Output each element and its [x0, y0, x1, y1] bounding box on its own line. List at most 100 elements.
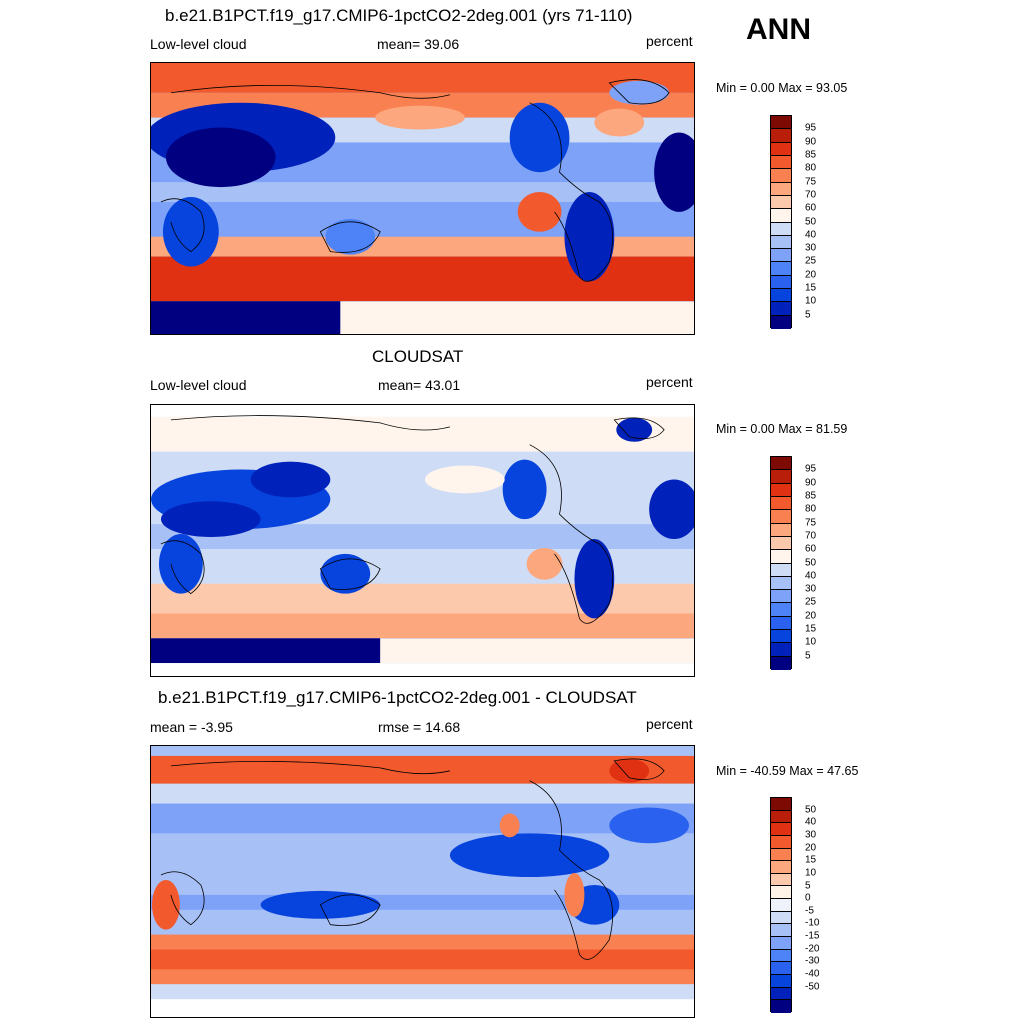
colorbar-swatch: [771, 656, 791, 670]
season-label: ANN: [746, 13, 811, 46]
colorbar-tick-label: 75: [805, 176, 817, 188]
panel2-variable-label: Low-level cloud: [150, 377, 247, 393]
colorbar-swatch: [771, 848, 791, 862]
colorbar-tick-label: -30: [805, 955, 820, 967]
colorbar-swatch: [771, 262, 791, 276]
colorbar-swatch: [771, 987, 791, 1001]
panel1-mean: mean= 39.06: [377, 36, 460, 52]
colorbar-swatch: [771, 630, 791, 644]
panel2-minmax: Min = 0.00 Max = 81.59: [716, 422, 848, 436]
colorbar-tick-label: 50: [805, 216, 817, 227]
colorbar-swatch: [771, 510, 791, 524]
colorbar-swatch: [771, 974, 791, 988]
panel3-rmse: rmse = 14.68: [378, 719, 461, 735]
colorbar-tick-label: 85: [805, 490, 817, 502]
colorbar-tick-label: 70: [805, 189, 817, 201]
colorbar-swatch: [771, 823, 791, 836]
colorbar-tick-label: 0: [805, 892, 811, 904]
colorbar-swatch: [771, 275, 791, 290]
colorbar-swatch: [771, 116, 791, 130]
colorbar-swatch: [771, 1000, 791, 1013]
colorbar-tick-label: 50: [805, 557, 817, 568]
colorbar-tick-label: 85: [805, 149, 817, 161]
colorbar-tick-label: 5: [805, 650, 811, 662]
colorbar-swatch: [771, 222, 791, 236]
colorbar-swatch: [771, 496, 791, 511]
colorbar-swatch: [771, 962, 791, 975]
panel3-title: b.e21.B1PCT.f19_g17.CMIP6-1pctCO2-2deg.0…: [158, 688, 637, 707]
colorbar-swatch: [771, 937, 791, 950]
colorbar-swatch: [771, 911, 791, 925]
colorbar-tick-label: 75: [805, 517, 817, 529]
colorbar-tick-label: -15: [805, 930, 820, 942]
colorbar-tick-label: 60: [805, 202, 817, 214]
panel3-mean: mean = -3.95: [150, 719, 233, 735]
panel2-colorbar: [770, 456, 792, 670]
colorbar-swatch: [771, 886, 791, 900]
colorbar-swatch: [771, 616, 791, 631]
colorbar-tick-label: 30: [805, 242, 817, 254]
colorbar-swatch: [771, 155, 791, 170]
colorbar-tick-label: 25: [805, 255, 817, 267]
colorbar-tick-label: 10: [805, 636, 817, 648]
colorbar-swatch: [771, 315, 791, 329]
colorbar-swatch: [771, 576, 791, 591]
colorbar-swatch: [771, 643, 791, 657]
panel1-units: percent: [646, 33, 693, 49]
colorbar-tick-label: 95: [805, 122, 817, 134]
colorbar-swatch: [771, 899, 791, 912]
colorbar-swatch: [771, 195, 791, 210]
panel1-title: b.e21.B1PCT.f19_g17.CMIP6-1pctCO2-2deg.0…: [165, 6, 633, 25]
colorbar-tick-label: 20: [805, 269, 817, 281]
colorbar-tick-label: 5: [805, 309, 811, 321]
colorbar-tick-label: 90: [805, 477, 817, 489]
panel3-minmax: Min = -40.59 Max = 47.65: [716, 764, 859, 778]
colorbar-swatch: [771, 182, 791, 196]
colorbar-swatch: [771, 835, 791, 849]
colorbar-tick-label: 15: [805, 623, 817, 635]
colorbar-swatch: [771, 603, 791, 617]
colorbar-swatch: [771, 129, 791, 143]
panel3-map: [150, 745, 695, 1018]
colorbar-swatch: [771, 457, 791, 471]
colorbar-swatch: [771, 873, 791, 887]
colorbar-tick-label: -5: [805, 905, 814, 917]
colorbar-tick-label: 15: [805, 854, 817, 866]
colorbar-tick-label: 80: [805, 162, 817, 174]
colorbar-tick-label: 70: [805, 530, 817, 542]
colorbar-swatch: [771, 483, 791, 497]
colorbar-swatch: [771, 523, 791, 537]
colorbar-tick-label: 90: [805, 136, 817, 148]
panel2-units: percent: [646, 374, 693, 390]
colorbar-tick-label: 95: [805, 463, 817, 475]
colorbar-tick-label: 40: [805, 229, 817, 241]
colorbar-swatch: [771, 470, 791, 484]
panel3-colorbar: [770, 797, 792, 1013]
colorbar-swatch: [771, 949, 791, 963]
panel1-minmax: Min = 0.00 Max = 93.05: [716, 81, 848, 95]
panel2-map: [150, 404, 695, 677]
colorbar-tick-label: 30: [805, 829, 817, 841]
colorbar-tick-label: 30: [805, 583, 817, 595]
colorbar-tick-label: 10: [805, 295, 817, 307]
colorbar-tick-label: 40: [805, 816, 817, 828]
panel2-mean: mean= 43.01: [378, 377, 461, 393]
colorbar-swatch: [771, 209, 791, 223]
colorbar-tick-label: -10: [805, 917, 820, 929]
panel3-units: percent: [646, 716, 693, 732]
colorbar-tick-label: 50: [805, 804, 817, 816]
colorbar-tick-label: -50: [805, 981, 820, 993]
colorbar-swatch: [771, 536, 791, 551]
panel1-variable-label: Low-level cloud: [150, 36, 247, 52]
colorbar-swatch: [771, 798, 791, 811]
colorbar-swatch: [771, 289, 791, 303]
colorbar-tick-label: 5: [805, 880, 811, 892]
colorbar-swatch: [771, 810, 791, 824]
colorbar-tick-label: 20: [805, 610, 817, 622]
colorbar-swatch: [771, 235, 791, 250]
colorbar-tick-label: 10: [805, 867, 817, 879]
colorbar-swatch: [771, 249, 791, 263]
colorbar-tick-label: 25: [805, 596, 817, 608]
colorbar-swatch: [771, 924, 791, 938]
colorbar-tick-label: -40: [805, 968, 820, 980]
